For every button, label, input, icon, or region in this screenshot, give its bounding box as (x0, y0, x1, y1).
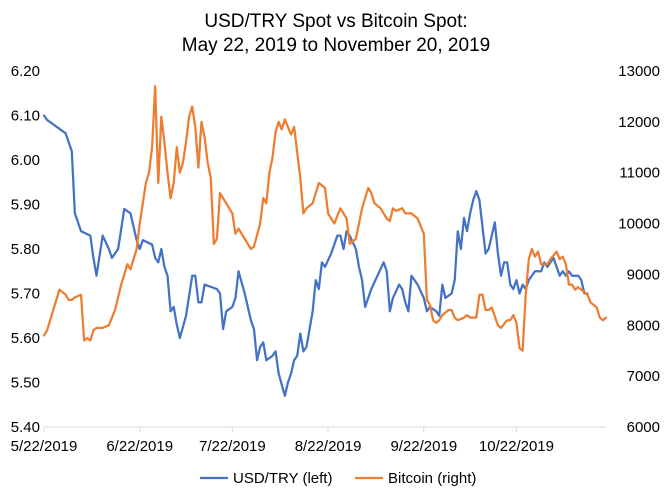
x-axis: 5/22/2019 6/22/2019 7/22/2019 8/22/2019 9/22… (11, 427, 554, 455)
left-tick-label: 5.80 (11, 241, 40, 258)
right-tick-label: 13000 (618, 63, 660, 80)
x-tick-label: 9/22/2019 (390, 438, 457, 455)
right-tick-label: 8000 (627, 317, 660, 334)
right-tick-label: 10000 (618, 216, 660, 233)
right-tick-label: 12000 (618, 114, 660, 131)
left-tick-label: 6.00 (11, 152, 40, 169)
legend-label-bitcoin: Bitcoin (right) (388, 470, 476, 487)
left-tick-label: 6.10 (11, 108, 40, 125)
series-line-usdtry (42, 114, 589, 397)
left-axis: 5.40 5.50 5.60 5.70 5.80 5.90 6.00 6.10 6.20 (11, 63, 40, 436)
legend-label-usdtry: USD/TRY (left) (233, 470, 332, 487)
series-line-bitcoin (42, 85, 608, 352)
chart-title-line-1: USD/TRY Spot vs Bitcoin Spot: (204, 11, 467, 32)
x-tick-label: 8/22/2019 (295, 438, 362, 455)
chart-title-line-2: May 22, 2019 to November 20, 2019 (182, 35, 490, 56)
left-tick-label: 5.90 (11, 197, 40, 214)
right-tick-label: 11000 (619, 165, 660, 182)
right-tick-label: 7000 (627, 368, 660, 385)
x-tick-label: 6/22/2019 (106, 438, 173, 455)
left-tick-label: 6.20 (11, 63, 40, 80)
right-axis: 6000 7000 8000 9000 10000 11000 12000 13000 (618, 63, 660, 436)
x-tick-label: 5/22/2019 (11, 438, 78, 455)
right-tick-label: 6000 (627, 419, 660, 436)
x-tick-label: 10/22/2019 (479, 438, 554, 455)
left-tick-label: 5.40 (11, 419, 40, 436)
right-tick-label: 9000 (627, 266, 660, 283)
left-tick-label: 5.50 (11, 375, 40, 392)
x-tick-label: 7/22/2019 (199, 438, 266, 455)
series-layer (42, 85, 608, 397)
left-tick-label: 5.60 (11, 330, 40, 347)
left-tick-label: 5.70 (11, 286, 40, 303)
legend: USD/TRY (left) Bitcoin (right) (200, 470, 476, 487)
